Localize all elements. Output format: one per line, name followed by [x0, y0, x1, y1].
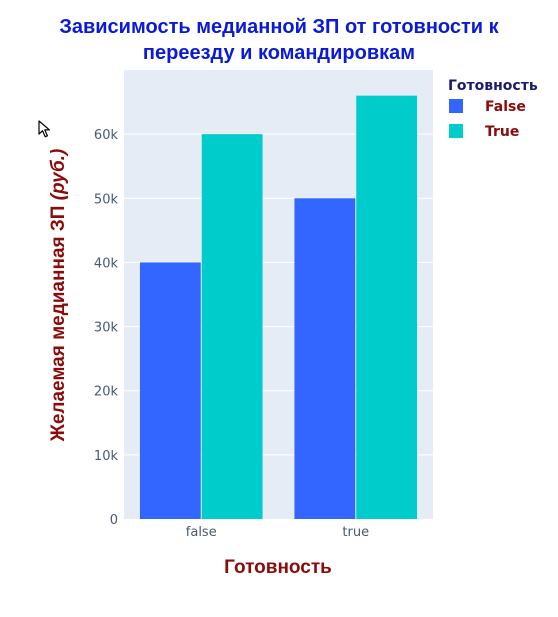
y-tick-label: 20k	[94, 385, 119, 400]
y-axis-title: Желаемая медианная ЗП (руб.)	[48, 149, 69, 443]
x-axis-title: Готовность	[224, 557, 332, 578]
bar-true-false[interactable]	[201, 134, 263, 519]
legend-title: Готовность	[448, 78, 538, 94]
legend-swatch-true	[449, 124, 463, 138]
y-axis-title-main: Желаемая медианная ЗП	[48, 200, 69, 442]
mouse-pointer-icon	[38, 120, 51, 138]
y-tick-label: 30k	[94, 321, 119, 336]
y-axis-title-unit: (руб.)	[48, 149, 69, 201]
bars	[139, 95, 418, 520]
y-tick-label: 0	[110, 513, 118, 528]
bar-false-false[interactable]	[139, 262, 201, 519]
legend-swatch-false	[449, 99, 463, 113]
y-tick-label: 60k	[94, 128, 119, 143]
y-tick-label: 50k	[94, 192, 119, 207]
y-axis-ticks: 0 10k 20k 30k 40k 50k 60k	[94, 128, 119, 528]
legend-item-true[interactable]: True	[449, 124, 519, 140]
y-tick-label: 10k	[94, 449, 119, 464]
x-tick-label: true	[342, 525, 369, 540]
bar-true-true[interactable]	[356, 95, 418, 520]
legend-item-false[interactable]: False	[449, 99, 526, 115]
x-tick-label: false	[186, 525, 217, 540]
legend-label-false: False	[485, 99, 526, 115]
legend-label-true: True	[485, 124, 519, 140]
bar-false-true[interactable]	[294, 198, 356, 520]
x-axis-ticks: false true	[186, 525, 369, 540]
chart-title-line-1: Зависимость медианной ЗП от готовности к	[59, 16, 499, 38]
chart-title-line-2: переезду и командировкам	[143, 42, 415, 64]
y-tick-label: 40k	[94, 256, 119, 271]
legend: Готовность False True	[448, 78, 538, 140]
